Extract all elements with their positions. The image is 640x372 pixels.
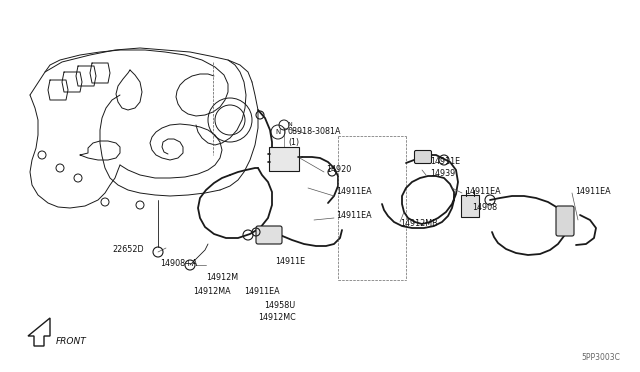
Text: 14912MC: 14912MC	[258, 314, 296, 323]
Text: 14911EA: 14911EA	[575, 187, 611, 196]
Text: 14911E: 14911E	[275, 257, 305, 266]
Text: 14912MA: 14912MA	[193, 286, 230, 295]
Text: N: N	[275, 129, 280, 135]
Text: 08918-3081A: 08918-3081A	[288, 126, 342, 135]
Text: 14911EA: 14911EA	[336, 187, 372, 196]
Text: 14908: 14908	[472, 203, 497, 212]
Text: N: N	[287, 122, 292, 126]
FancyBboxPatch shape	[556, 206, 574, 236]
Text: (1): (1)	[288, 138, 299, 147]
Text: 14908+A: 14908+A	[160, 260, 197, 269]
Text: 14911EA: 14911EA	[244, 286, 280, 295]
Text: 14911EA: 14911EA	[465, 187, 500, 196]
FancyBboxPatch shape	[256, 226, 282, 244]
FancyBboxPatch shape	[269, 147, 299, 171]
Text: 14958U: 14958U	[264, 301, 295, 310]
FancyBboxPatch shape	[415, 151, 431, 164]
FancyBboxPatch shape	[461, 195, 479, 217]
Text: 14912M: 14912M	[206, 273, 238, 282]
Text: FRONT: FRONT	[56, 337, 87, 346]
Text: 14912MB: 14912MB	[400, 219, 438, 228]
Text: 22652D: 22652D	[112, 246, 143, 254]
Text: 14911E: 14911E	[430, 157, 460, 166]
Text: 14911EA: 14911EA	[336, 211, 372, 219]
Text: 14939: 14939	[430, 170, 455, 179]
Text: 5PP3003C: 5PP3003C	[581, 353, 620, 362]
Text: 14920: 14920	[326, 166, 351, 174]
